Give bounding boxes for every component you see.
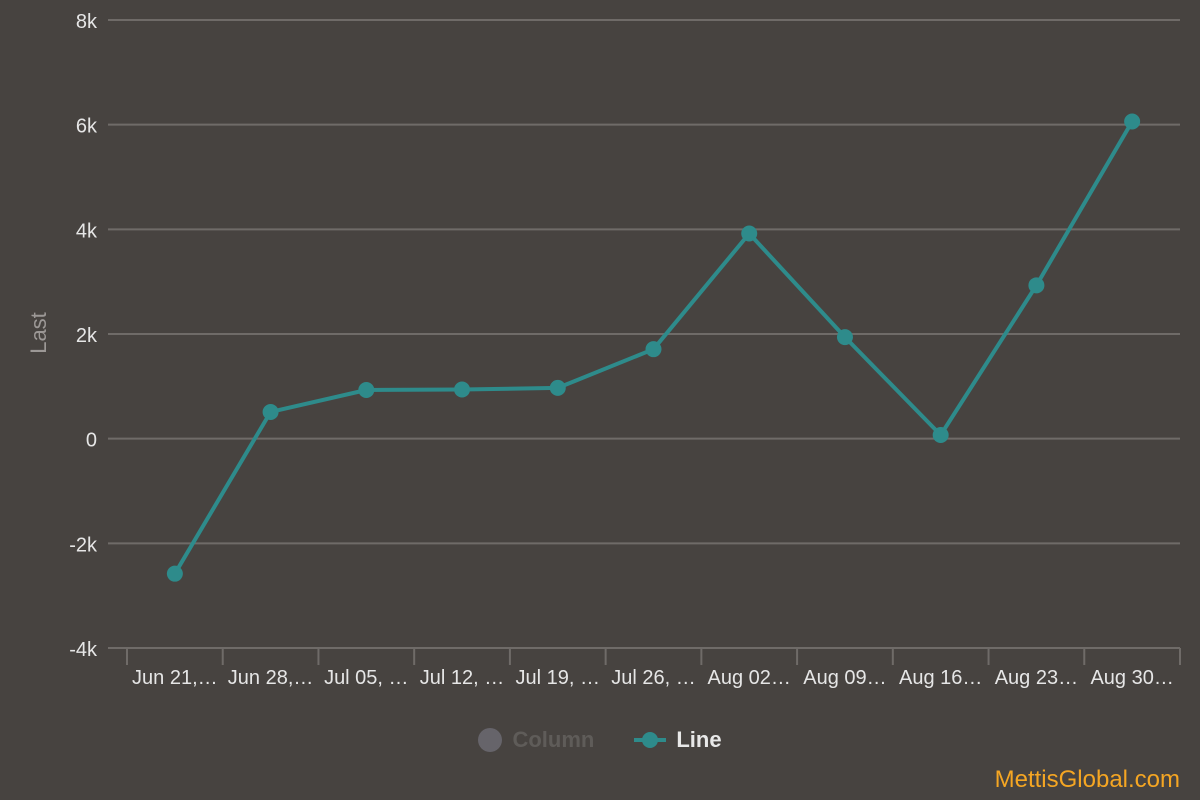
y-tick-label: 6k — [76, 116, 98, 138]
x-axis: Jun 21,… Jun 28,… Jul 05, … Jul 12, … Jul 19… — [126, 647, 1181, 689]
legend-label-column: Column — [512, 727, 595, 752]
x-tick-label: Jul 19, … — [516, 667, 600, 689]
line-chart: -4k -2k 0 2k 4k 6k 8k Last Jun 21,… Jun 28,… Jul… — [26, 11, 1181, 689]
y-tick-label: 0 — [86, 430, 97, 452]
x-tick-label: Jun 21,… — [132, 667, 218, 689]
legend-item-line[interactable]: Line — [634, 727, 722, 753]
data-point — [1124, 113, 1141, 130]
legend-label-line: Line — [676, 727, 722, 752]
x-tick-label: Aug 02… — [708, 667, 791, 689]
x-tick-label: Jul 26, … — [611, 667, 695, 689]
data-point — [1028, 277, 1045, 294]
data-point — [358, 381, 375, 398]
gridlines — [108, 19, 1180, 649]
legend-item-column[interactable]: Column — [478, 727, 594, 753]
x-tick-label: Jul 05, … — [324, 667, 408, 689]
x-tick-label: Aug 23… — [995, 667, 1078, 689]
data-point — [645, 341, 662, 358]
x-tick-label: Aug 09… — [803, 667, 886, 689]
x-tick-label: Aug 30… — [1090, 667, 1173, 689]
data-point — [741, 225, 758, 242]
series-line — [166, 113, 1141, 582]
data-point — [262, 403, 279, 420]
x-tick-label: Jul 12, … — [420, 667, 504, 689]
y-tick-label: -2k — [69, 534, 98, 556]
y-tick-label: 4k — [76, 220, 98, 242]
circle-icon — [478, 728, 503, 752]
data-point — [932, 427, 949, 444]
y-axis-title: Last — [26, 312, 51, 354]
legend: Column Line — [0, 722, 1200, 758]
data-point — [836, 329, 853, 346]
credits-link[interactable]: MettisGlobal.com — [994, 766, 1180, 793]
data-point — [549, 379, 566, 396]
x-tick-label: Aug 16… — [899, 667, 982, 689]
y-tick-label: -4k — [69, 639, 98, 661]
data-point — [166, 565, 183, 582]
data-point — [454, 381, 471, 398]
x-tick-label: Jun 28,… — [228, 667, 314, 689]
y-tick-label: 8k — [76, 11, 98, 33]
line-marker-icon — [634, 728, 667, 752]
y-tick-label: 2k — [76, 325, 98, 347]
y-axis: -4k -2k 0 2k 4k 6k 8k — [69, 11, 98, 661]
